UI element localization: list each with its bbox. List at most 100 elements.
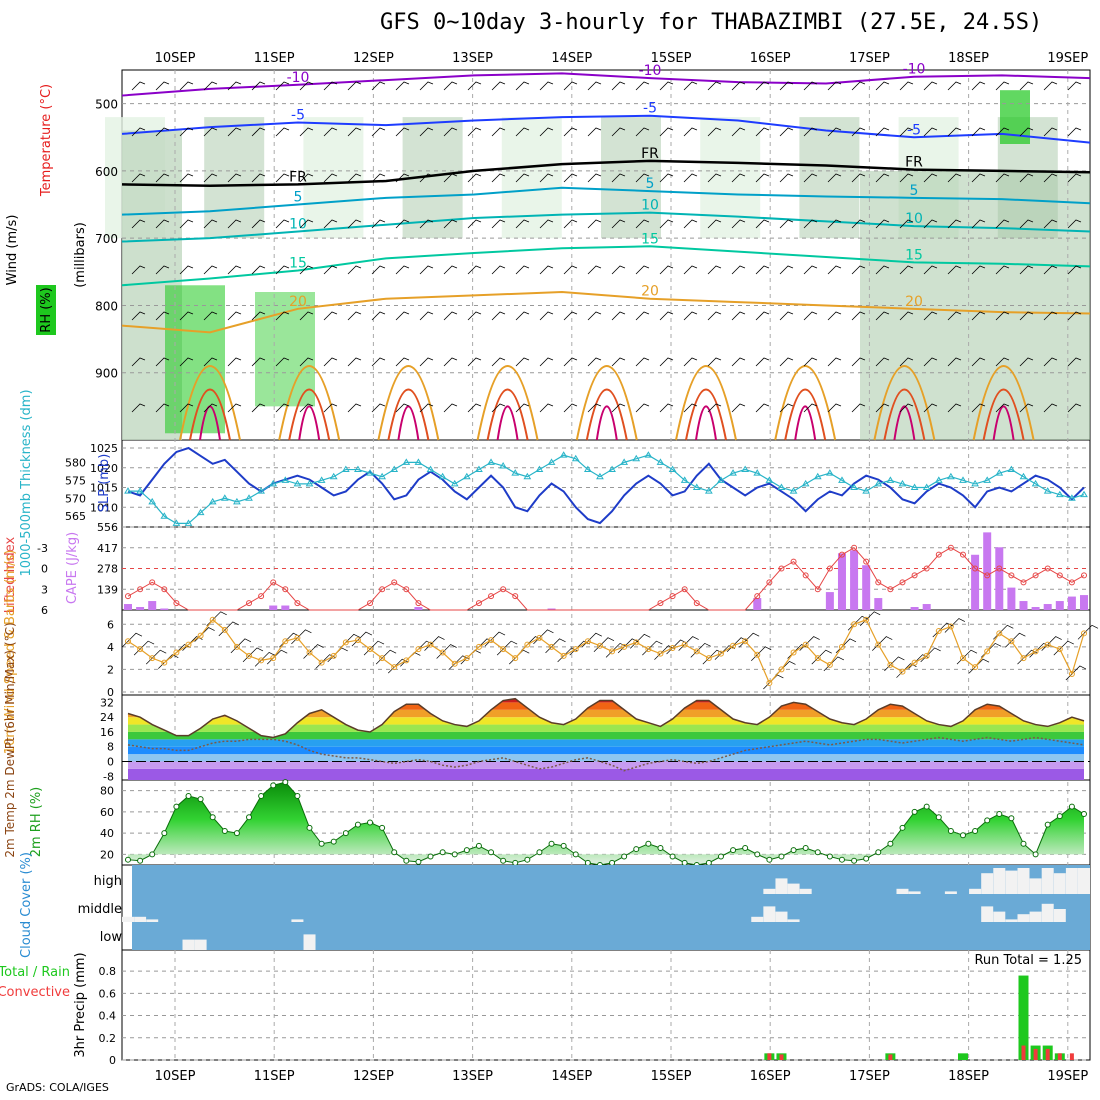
temp-color-band: [128, 709, 1084, 718]
thickness-point: [450, 479, 459, 487]
wind-barb: [227, 265, 242, 275]
wind-barb: [227, 173, 242, 183]
wind-barb: [611, 311, 626, 321]
lifted-index-point: [899, 579, 906, 586]
surface-wind-barb: [811, 649, 832, 665]
wind-barb: [155, 173, 170, 183]
warm-contour: [179, 365, 241, 441]
wind-barb: [563, 311, 578, 321]
wind-speed-point: [681, 641, 688, 648]
wind-speed-point: [173, 649, 180, 656]
wind-barb: [731, 357, 746, 367]
run-total: Run Total = 1.25: [974, 953, 1082, 968]
wind-barb: [803, 403, 818, 413]
wind-speed-point: [536, 634, 543, 641]
lifted-index-point: [512, 593, 519, 600]
thickness-point: [1007, 465, 1016, 473]
warm-contour: [595, 405, 618, 441]
rh-point: [173, 803, 180, 810]
isotherm-label: 15: [641, 231, 659, 247]
wind-barb: [347, 219, 362, 229]
thickness-point: [523, 472, 532, 480]
rh-point: [246, 814, 253, 821]
surface-wind-barb: [545, 638, 566, 654]
rh-point: [258, 792, 265, 799]
wind-barb: [875, 403, 890, 413]
wind-speed-point: [1020, 655, 1027, 662]
temp-color-band: [128, 768, 1084, 780]
cape-tick: 278: [97, 563, 118, 576]
wind-barb: [467, 403, 482, 413]
cloud-cell-middle: [763, 906, 776, 922]
wind-barb: [251, 127, 266, 137]
rh-point: [584, 859, 591, 866]
surface-wind-barb: [1077, 624, 1099, 640]
wind-barb: [707, 173, 722, 183]
wind-barb: [731, 403, 746, 413]
wind-barb: [611, 173, 626, 183]
rh-point: [996, 811, 1003, 817]
wind-barb: [851, 81, 866, 91]
thickness-point: [511, 469, 520, 476]
wind-barb: [659, 173, 674, 183]
precip-tick: 0.8: [99, 965, 117, 978]
wind-barb: [155, 219, 170, 229]
wind-barb: [683, 357, 698, 367]
wind-speed-point: [463, 655, 470, 662]
wind-barb: [251, 311, 266, 321]
wind-barb: [539, 311, 554, 321]
cape-tick: 556: [97, 521, 118, 534]
wind-barb: [851, 127, 866, 137]
date-label-top: 15SEP: [651, 51, 692, 66]
surface-wind-barb: [424, 636, 445, 651]
wind-barb: [347, 81, 362, 91]
wind-speed-point: [246, 652, 253, 659]
thickness-point: [644, 451, 653, 458]
pressure-tick-label: 900: [95, 367, 118, 381]
wind-barb: [371, 127, 386, 137]
wind-barb: [515, 311, 530, 321]
rh-point: [306, 824, 313, 831]
wind-barb: [1043, 81, 1058, 91]
temp-tick: 16: [100, 726, 114, 739]
cape-bar: [124, 604, 132, 610]
date-label-bottom: 17SEP: [849, 1069, 890, 1084]
surface-wind-barb: [182, 636, 203, 651]
wind-speed-point: [500, 646, 507, 653]
wind-barb: [851, 357, 866, 367]
isotherm-label: 15: [905, 247, 923, 263]
lifted-index-point: [887, 586, 894, 593]
surface-wind-barb: [932, 622, 953, 638]
wind-barb: [227, 357, 242, 367]
lifted-index-point: [826, 565, 833, 572]
wind-barb: [323, 81, 338, 91]
thickness-point: [620, 458, 629, 465]
date-label-bottom: 16SEP: [750, 1069, 791, 1084]
wind-barb: [131, 403, 146, 413]
cloud-cell-high: [1065, 868, 1078, 894]
wind-barb: [1019, 127, 1034, 137]
rh-point: [1020, 840, 1027, 847]
slp-tick: 1025: [90, 442, 118, 455]
wind-barb: [323, 127, 338, 137]
wind-barb: [1019, 173, 1034, 183]
wind-barb: [419, 265, 434, 275]
precip-total-bar: [957, 1053, 968, 1060]
lifted-index-point: [959, 551, 966, 558]
lifted-index-point: [488, 593, 495, 600]
rh-point: [838, 856, 845, 863]
wind-speed-point: [560, 652, 567, 659]
wind-barb: [779, 265, 794, 275]
thickness-point: [608, 465, 616, 473]
legend-rh-swatch: [36, 285, 56, 335]
wind-speed-point: [318, 659, 325, 666]
wind-barb: [947, 311, 962, 321]
wind-barb: [443, 127, 458, 137]
rh-point: [548, 840, 555, 847]
rh-point: [742, 845, 749, 851]
wind-barb: [875, 173, 890, 183]
wind-barb: [299, 127, 314, 137]
wind-barb: [899, 127, 914, 137]
wind-barb: [323, 403, 338, 413]
wind-barb: [611, 357, 626, 367]
